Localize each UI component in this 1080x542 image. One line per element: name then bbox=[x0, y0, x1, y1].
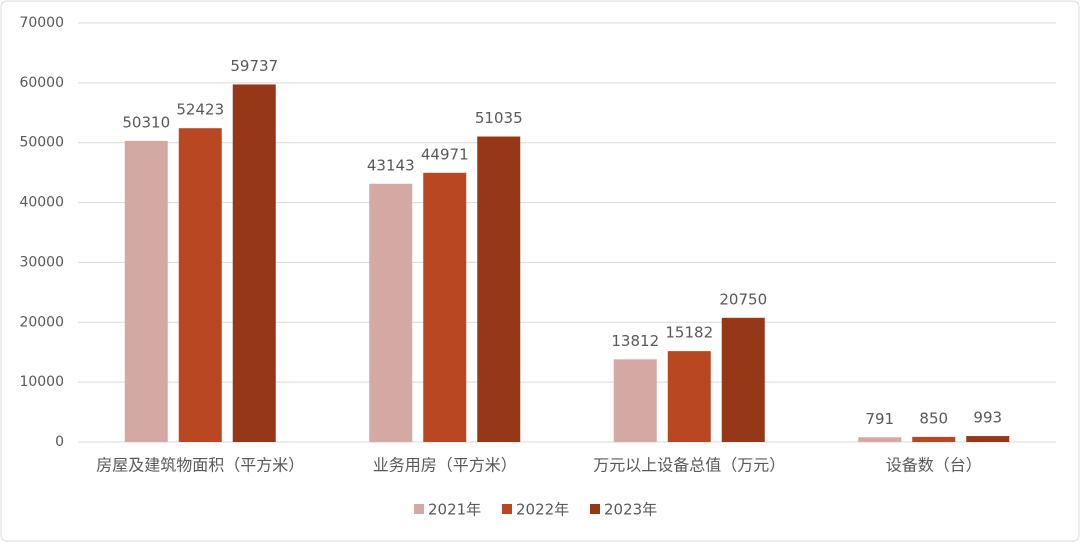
x-tick-label: 万元以上设备总值（万元） bbox=[593, 456, 785, 475]
y-tick-label: 50000 bbox=[19, 135, 64, 151]
y-tick-label: 30000 bbox=[19, 254, 64, 270]
bar bbox=[124, 140, 168, 443]
bar bbox=[858, 437, 902, 442]
value-label: 52423 bbox=[176, 101, 224, 119]
bar bbox=[369, 183, 413, 442]
value-label: 13812 bbox=[611, 332, 659, 350]
value-label: 15182 bbox=[665, 324, 713, 342]
value-label: 791 bbox=[865, 410, 894, 428]
x-tick-label: 业务用房（平方米） bbox=[373, 456, 517, 475]
legend-label: 2021年 bbox=[428, 501, 481, 519]
value-label: 50310 bbox=[122, 113, 170, 131]
y-tick-label: 60000 bbox=[19, 75, 64, 91]
y-tick-label: 40000 bbox=[19, 195, 64, 211]
bar bbox=[477, 136, 521, 442]
bar bbox=[232, 84, 276, 442]
bar bbox=[912, 436, 956, 442]
bar bbox=[423, 172, 467, 442]
legend-label: 2022年 bbox=[516, 501, 569, 519]
legend-swatch bbox=[414, 504, 424, 514]
y-tick-label: 0 bbox=[55, 434, 64, 450]
value-label: 44971 bbox=[421, 145, 469, 163]
value-label: 43143 bbox=[367, 156, 415, 174]
y-tick-label: 10000 bbox=[19, 374, 64, 390]
legend-swatch bbox=[502, 504, 512, 514]
value-label: 51035 bbox=[475, 109, 523, 127]
legend-swatch bbox=[590, 504, 600, 514]
y-tick-label: 20000 bbox=[19, 314, 64, 330]
legend-label: 2023年 bbox=[604, 501, 657, 519]
value-label: 850 bbox=[919, 409, 948, 427]
x-tick-label: 房屋及建筑物面积（平方米） bbox=[96, 456, 304, 475]
y-tick-label: 70000 bbox=[19, 15, 64, 31]
value-label: 20750 bbox=[719, 290, 767, 308]
bar bbox=[178, 128, 222, 442]
bar bbox=[721, 317, 765, 442]
bar bbox=[667, 351, 711, 442]
value-label: 993 bbox=[973, 409, 1002, 427]
value-label: 59737 bbox=[230, 57, 278, 75]
bar bbox=[613, 359, 657, 442]
bar bbox=[966, 436, 1010, 442]
x-tick-label: 设备数（台） bbox=[886, 456, 982, 475]
